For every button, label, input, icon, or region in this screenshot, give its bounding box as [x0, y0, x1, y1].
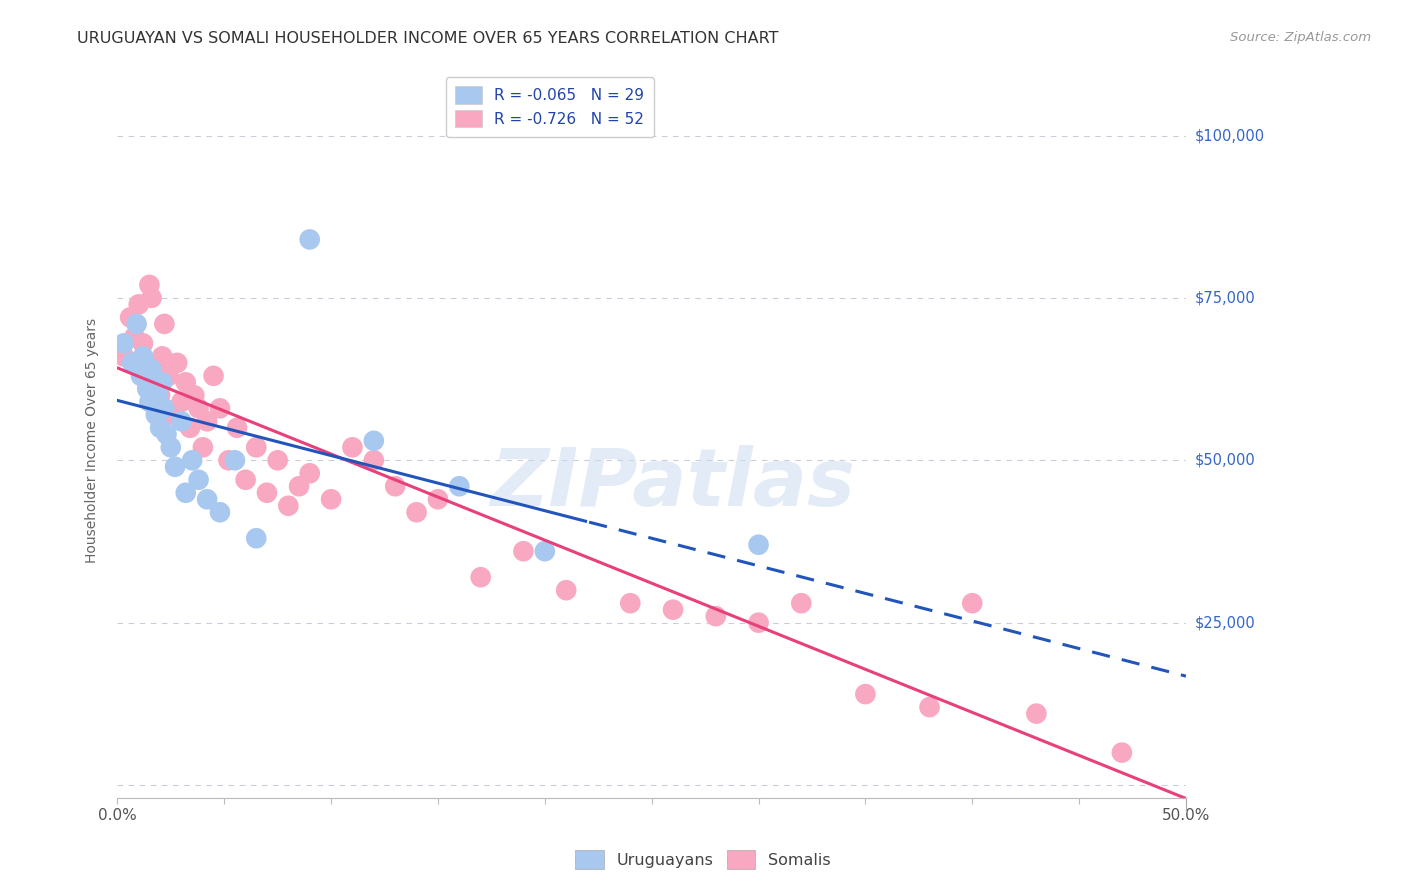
Text: $100,000: $100,000	[1194, 128, 1264, 143]
Point	[962, 596, 984, 610]
Point	[112, 336, 135, 351]
Point	[426, 492, 449, 507]
Text: $75,000: $75,000	[1194, 291, 1256, 305]
Point	[128, 297, 150, 311]
Text: $50,000: $50,000	[1194, 453, 1256, 467]
Point	[166, 356, 188, 370]
Point	[195, 492, 218, 507]
Point	[449, 479, 471, 493]
Point	[384, 479, 406, 493]
Point	[342, 440, 364, 454]
Point	[790, 596, 813, 610]
Point	[141, 362, 163, 376]
Point	[165, 459, 187, 474]
Point	[136, 376, 159, 390]
Point	[256, 485, 278, 500]
Point	[748, 538, 770, 552]
Point	[174, 485, 197, 500]
Text: URUGUAYAN VS SOMALI HOUSEHOLDER INCOME OVER 65 YEARS CORRELATION CHART: URUGUAYAN VS SOMALI HOUSEHOLDER INCOME O…	[77, 31, 779, 46]
Point	[555, 583, 578, 598]
Point	[277, 499, 299, 513]
Point	[187, 473, 209, 487]
Point	[470, 570, 492, 584]
Point	[533, 544, 555, 558]
Point	[224, 453, 246, 467]
Point	[405, 505, 427, 519]
Point	[181, 453, 204, 467]
Point	[191, 440, 214, 454]
Point	[748, 615, 770, 630]
Point	[159, 440, 181, 454]
Point	[112, 350, 135, 364]
Point	[235, 473, 257, 487]
Point	[138, 277, 160, 292]
Point	[150, 376, 173, 390]
Point	[704, 609, 727, 624]
Point	[162, 408, 184, 422]
Point	[363, 434, 385, 448]
Point	[141, 291, 163, 305]
Point	[208, 401, 231, 416]
Point	[1025, 706, 1047, 721]
Point	[855, 687, 877, 701]
Point	[145, 362, 167, 376]
Point	[1111, 746, 1133, 760]
Point	[121, 356, 143, 370]
Point	[170, 394, 193, 409]
Point	[149, 421, 172, 435]
Point	[512, 544, 534, 558]
Point	[195, 414, 218, 428]
Point	[145, 408, 167, 422]
Point	[132, 336, 155, 351]
Point	[170, 414, 193, 428]
Point	[245, 440, 267, 454]
Point	[149, 388, 172, 402]
Point	[120, 310, 142, 325]
Point	[157, 368, 180, 383]
Point	[202, 368, 225, 383]
Point	[136, 382, 159, 396]
Point	[146, 388, 169, 402]
Point	[218, 453, 240, 467]
Point	[918, 700, 941, 714]
Point	[174, 376, 197, 390]
Point	[138, 394, 160, 409]
Y-axis label: Householder Income Over 65 years: Householder Income Over 65 years	[86, 318, 100, 564]
Point	[155, 427, 177, 442]
Legend: Uruguayans, Somalis: Uruguayans, Somalis	[569, 844, 837, 875]
Point	[226, 421, 249, 435]
Point	[319, 492, 342, 507]
Point	[298, 232, 321, 246]
Point	[245, 531, 267, 545]
Point	[150, 350, 173, 364]
Point	[662, 603, 685, 617]
Legend: R = -0.065   N = 29, R = -0.726   N = 52: R = -0.065 N = 29, R = -0.726 N = 52	[446, 77, 654, 136]
Point	[619, 596, 641, 610]
Point	[187, 401, 209, 416]
Point	[363, 453, 385, 467]
Point	[132, 350, 155, 364]
Point	[153, 317, 176, 331]
Point	[153, 401, 176, 416]
Point	[125, 317, 148, 331]
Point	[298, 467, 321, 481]
Point	[129, 368, 152, 383]
Point	[183, 388, 205, 402]
Text: ZIPatlas: ZIPatlas	[491, 445, 856, 523]
Point	[124, 330, 146, 344]
Text: Source: ZipAtlas.com: Source: ZipAtlas.com	[1230, 31, 1371, 45]
Point	[179, 421, 201, 435]
Point	[208, 505, 231, 519]
Point	[266, 453, 288, 467]
Text: $25,000: $25,000	[1194, 615, 1256, 630]
Point	[288, 479, 311, 493]
